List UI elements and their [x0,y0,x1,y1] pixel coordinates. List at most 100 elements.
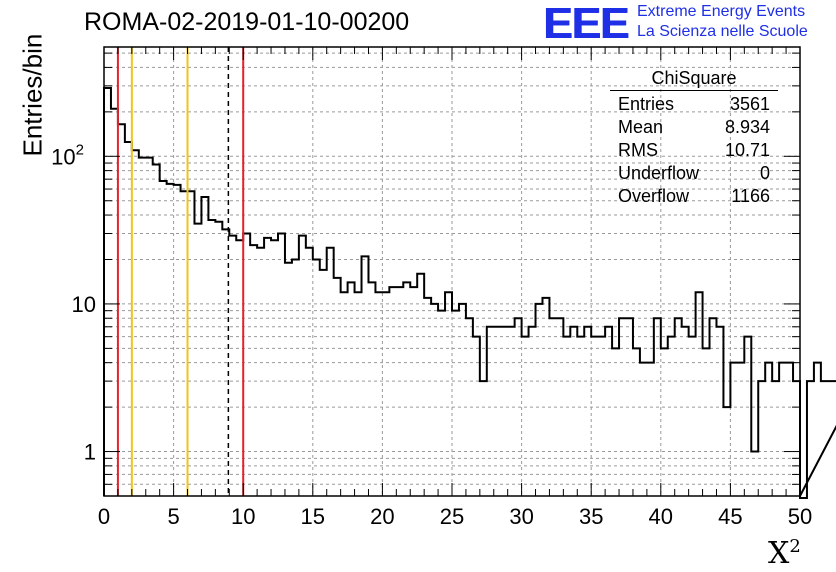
histogram-bin [348,282,355,496]
histogram-bin [285,263,292,496]
stats-row-rms: RMS 10.71 [612,139,778,162]
x-tick-label: 15 [301,504,325,529]
histogram-bin [779,363,786,496]
histogram-bin [577,337,584,496]
stats-box: ChiSquare Entries 3561 Mean 8.934 RMS 10… [610,68,778,208]
x-tick-label: 40 [649,504,673,529]
x-tick-label: 10 [231,504,255,529]
histogram-bin [389,287,396,496]
histogram-bin [229,236,236,496]
histogram-bin [598,337,605,496]
histogram-bin [139,158,146,496]
histogram-bin [215,222,222,496]
y-tick-label-exponent: 2 [76,141,84,158]
logo-text-line2: La Scienza nelle Scuole [637,23,808,40]
histogram-bin [751,452,758,496]
histogram-bin [716,327,723,496]
histogram-bin [459,304,466,496]
histogram-bin [765,363,772,496]
histogram-bin [703,348,710,496]
histogram-bin [194,224,201,496]
x-tick-label: 30 [509,504,533,529]
histogram-bin [104,88,111,496]
x-tick-label: 45 [718,504,742,529]
histogram-bin [640,363,647,496]
histogram-bin [452,311,459,496]
histogram-bin [536,304,543,496]
histogram-bin [501,327,508,496]
plot-frame [103,46,801,497]
histogram-bin [737,363,744,496]
histogram-bin [410,287,417,496]
histogram-bin [188,191,195,496]
histogram-bin [821,381,828,496]
stats-label: Entries [618,94,675,114]
x-tick-label: 20 [370,504,394,529]
histogram-bin [473,337,480,496]
histogram-bin [160,181,167,496]
x-tick-label: 35 [579,504,603,529]
histogram-bin [591,337,598,496]
histogram-bin [549,318,556,496]
histogram-bin [807,381,814,496]
histogram-bin [654,318,661,496]
histogram-bin [696,292,703,496]
histogram-bin [612,348,619,496]
histogram-bin [118,124,125,496]
histogram-bin [396,287,403,496]
histogram-bin [723,407,730,496]
histogram-bin [584,327,591,496]
histogram-bin [341,292,348,496]
histogram-bin [619,318,626,496]
histogram-series-line [103,87,836,499]
histogram-bin [668,337,675,496]
histogram-bin [626,318,633,496]
histogram-bin [167,184,174,496]
histogram-bin [264,238,271,496]
histogram-bin [508,327,515,496]
histogram-bin [633,348,640,496]
histogram-bin [243,233,250,496]
histogram-bin [480,381,487,496]
histogram-bin [132,150,139,496]
chart-title: ROMA-02-2019-01-10-00200 [84,8,410,36]
stats-value: 0 [759,163,770,183]
x-tick-label: 50 [788,504,812,529]
histogram-bin [744,337,751,496]
x-tick-label: 5 [167,504,179,529]
histogram-bin [403,282,410,496]
histogram-bin [710,318,717,496]
histogram-bin [174,185,181,496]
histogram-bin [438,311,445,496]
histogram-bin [522,337,529,496]
histogram-bin [563,337,570,496]
histogram-bin [250,245,257,496]
y-tick-label: 1 [84,440,96,465]
histogram-bin [431,304,438,496]
histogram-bin [542,298,549,496]
histogram-bin [556,318,563,496]
histogram-bin [111,109,118,496]
histogram-bin [661,348,668,496]
histogram-bin [146,158,153,496]
histogram-bin [772,381,779,496]
histogram-bin [153,164,160,496]
histogram-bin [730,363,737,496]
histogram-bin [828,381,835,496]
histogram-bin [494,327,501,496]
histogram-bin [334,278,341,496]
stats-value: 8.934 [724,117,770,137]
histogram-bin [299,236,306,496]
histogram-bin [355,292,362,496]
stats-row-mean: Mean 8.934 [612,116,778,139]
x-axis-label-base: X [768,536,790,571]
stats-value: 3561 [729,94,770,114]
histogram-bin [417,274,424,496]
stats-box-title: ChiSquare [610,68,778,91]
histogram-bin [306,248,313,496]
histogram-bin [605,327,612,496]
stats-row-overflow: Overflow 1166 [612,185,778,208]
stats-row-underflow: Underflow 0 [612,162,778,185]
